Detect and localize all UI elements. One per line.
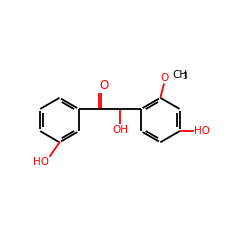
Text: HO: HO xyxy=(33,157,49,167)
Text: OH: OH xyxy=(112,125,128,135)
Text: O: O xyxy=(100,79,109,92)
Text: HO: HO xyxy=(194,126,210,136)
Text: O: O xyxy=(160,73,168,83)
Text: CH: CH xyxy=(172,70,187,80)
Text: 3: 3 xyxy=(183,72,188,82)
